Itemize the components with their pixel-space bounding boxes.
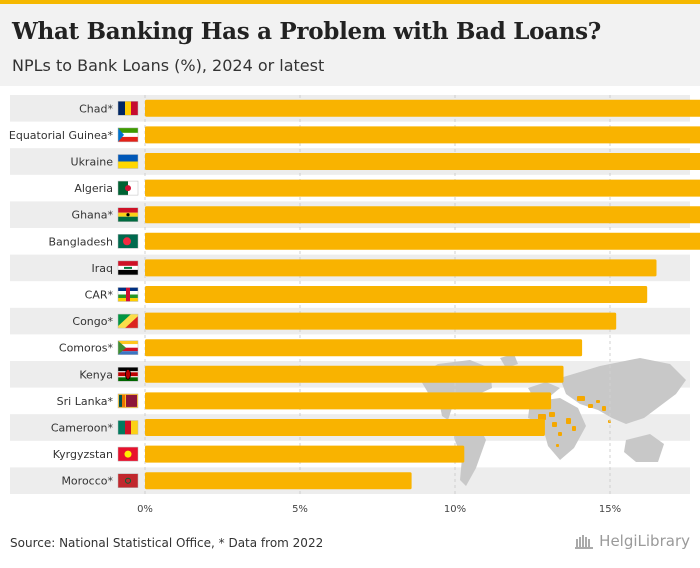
ukraine-flag-icon [117,154,139,169]
map-central-america [440,406,452,420]
bar-chart: 0%5%10%15%20%25%30%35%Chad*Equatorial Gu… [9,95,700,515]
chart-title: What Banking Has a Problem with Bad Loan… [12,18,601,45]
category-label: Congo* [72,315,113,328]
category-label: Equatorial Guinea* [9,129,114,142]
bangladesh-flag-icon [117,234,139,249]
highlighted-country [538,414,546,420]
map-africa [528,398,586,460]
highlighted-country [552,422,557,427]
highlighted-country [549,412,555,417]
highlighted-country [572,426,576,431]
highlighted-country [596,400,600,403]
bar [145,365,564,383]
highlighted-country [558,432,562,436]
map-greenland [500,354,518,368]
bar [145,259,657,277]
cameroon-flag-icon [117,420,139,435]
category-label: Bangladesh [49,235,114,248]
comoros-flag-icon [117,340,139,355]
x-tick-label: 15% [599,504,621,515]
bar [145,153,700,170]
sri-lanka-flag-icon [117,393,139,409]
category-label: Ukraine [71,156,114,169]
kenya-flag-icon [117,367,139,382]
category-label: Morocco* [61,475,113,488]
highlighted-country [577,396,585,401]
category-label: Ghana* [72,209,114,222]
highlighted-country [566,418,571,424]
congo-flag-icon [117,313,139,329]
x-tick-label: 10% [444,504,466,515]
category-label: Comoros* [59,342,114,355]
car-flag-icon [117,287,139,302]
category-label: Chad* [79,102,113,115]
chart-header: What Banking Has a Problem with Bad Loan… [0,4,700,86]
category-label: Cameroon* [51,422,114,435]
map-highlighted-countries [538,396,611,447]
category-label: Sri Lanka* [57,395,114,408]
bar [145,392,552,410]
chart-subtitle: NPLs to Bank Loans (%), 2024 or latest [12,56,325,75]
helgi-library-logo: HelgiLibrary [575,532,690,550]
bar [145,339,583,357]
x-tick-label: 0% [137,504,153,515]
category-label: Algeria [74,182,113,195]
highlighted-country [602,406,606,411]
category-label: Kyrgyzstan [53,448,113,461]
category-label: CAR* [85,289,114,302]
bar [145,126,700,144]
highlighted-country [556,444,559,447]
bar [145,179,700,197]
logo-text: HelgiLibrary [599,532,690,550]
chad-flag-icon [117,101,139,116]
map-south-america [454,422,486,486]
bar [145,206,700,224]
ghana-flag-icon [117,207,139,222]
category-label: Kenya [79,368,113,381]
highlighted-country [588,404,593,408]
bar [145,445,465,463]
bar [145,419,545,436]
algeria-flag-icon [117,180,139,196]
bar [145,286,648,303]
x-tick-label: 5% [292,504,308,515]
morocco-flag-icon [117,473,139,488]
bar [145,312,617,330]
map-australia [624,434,664,462]
bar [145,472,412,490]
iraq-flag-icon [117,260,139,276]
source-note: Source: National Statistical Office, * D… [10,536,324,550]
bar [145,232,700,250]
top-accent-bar [0,0,700,4]
library-icon [575,535,594,549]
kyrgyzstan-flag-icon [117,446,139,462]
equatorial-guinea-flag-icon [117,127,139,143]
bar [145,99,700,117]
category-label: Iraq [92,262,114,275]
